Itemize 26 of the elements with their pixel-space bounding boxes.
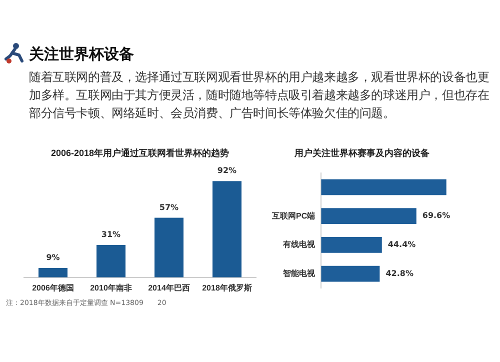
bar	[38, 268, 68, 278]
data-label: 9%	[46, 253, 60, 262]
x-tick-label: 2010年南非	[90, 283, 132, 292]
data-label: 44.4%	[388, 240, 416, 250]
data-label: 69.6%	[422, 211, 450, 220]
bar	[154, 218, 184, 278]
y-tick-label: 互联网PC端	[270, 211, 316, 220]
bar	[321, 208, 416, 224]
y-tick-label: 智能电视	[282, 268, 316, 278]
data-label: 31%	[101, 230, 121, 240]
x-tick-label: 2018年俄罗斯	[202, 283, 252, 292]
chart-title: 2006-2018年用户通过互联网看世界杯的趋势	[50, 148, 230, 158]
bar	[321, 236, 382, 253]
bar	[321, 179, 446, 196]
data-label: 57%	[159, 202, 179, 212]
text: 关注世界杯设备	[29, 44, 135, 64]
bar	[212, 181, 242, 278]
data-label: 92%	[217, 166, 237, 176]
bar	[321, 266, 380, 282]
x-tick-label: 2006年德国	[32, 283, 74, 292]
y-tick-label: 有线电视	[282, 240, 316, 250]
text: 随着互联网的普及，选择通过互联网观看世界杯的用户越来越多，观看世界杯的设备也更加多样。互联网由于其方便灵活，随时随地等特点吸引着越来越多的球迷用户，但也存在部分信号卡顿、网络延时、会员消费、广告时间长等体验欠佳的问题。	[29, 69, 490, 122]
bar	[96, 244, 126, 278]
chart-title: 用户关注世界杯赛事及内容的设备	[294, 148, 430, 158]
data-label: 42.8%	[386, 268, 414, 278]
x-tick-label: 2014年巴西	[148, 283, 190, 292]
